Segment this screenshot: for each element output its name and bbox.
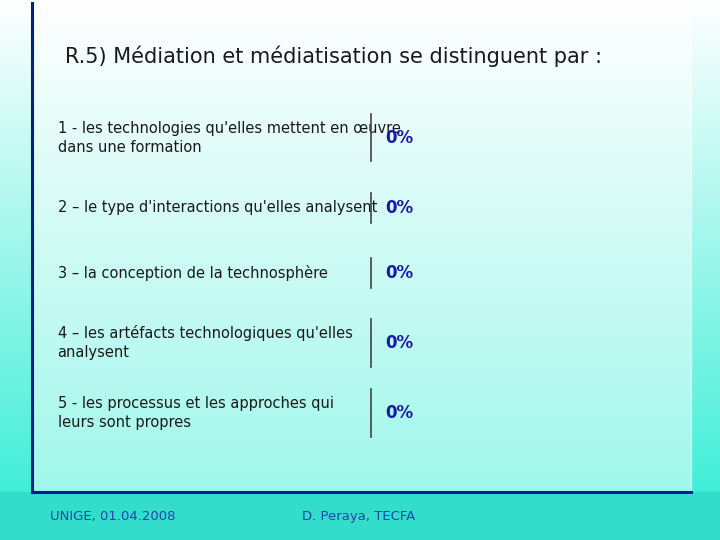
- Text: 1 - les technologies qu'elles mettent en œuvre
dans une formation: 1 - les technologies qu'elles mettent en…: [58, 120, 400, 155]
- Text: 3 – la conception de la technosphère: 3 – la conception de la technosphère: [58, 265, 328, 281]
- Text: 5 - les processus et les approches qui
leurs sont propres: 5 - les processus et les approches qui l…: [58, 396, 333, 430]
- Text: 0%: 0%: [385, 334, 413, 352]
- Text: UNIGE, 01.04.2008: UNIGE, 01.04.2008: [50, 510, 176, 523]
- Text: D. Peraya, TECFA: D. Peraya, TECFA: [302, 510, 415, 523]
- Text: 4 – les artéfacts technologiques qu'elles
analysent: 4 – les artéfacts technologiques qu'elle…: [58, 325, 353, 361]
- Text: 2 – le type d'interactions qu'elles analysent: 2 – le type d'interactions qu'elles anal…: [58, 200, 377, 215]
- Text: 0%: 0%: [385, 264, 413, 282]
- Text: R.5) Médiation et médiatisation se distinguent par :: R.5) Médiation et médiatisation se disti…: [65, 46, 602, 68]
- Text: 0%: 0%: [385, 404, 413, 422]
- Text: 0%: 0%: [385, 129, 413, 147]
- Text: 0%: 0%: [385, 199, 413, 217]
- Bar: [0, 492, 720, 540]
